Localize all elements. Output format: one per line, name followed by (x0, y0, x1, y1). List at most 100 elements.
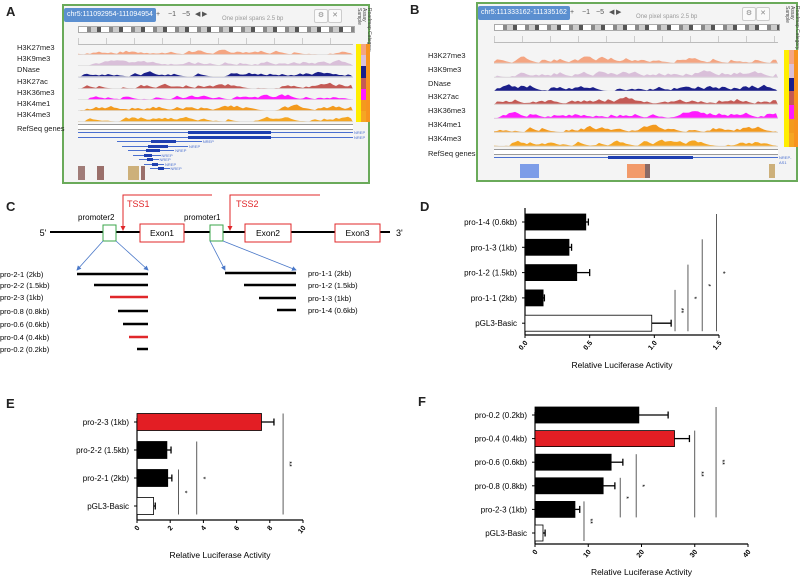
category-label: pro-0.4 (0.4kb) (475, 435, 528, 444)
regulatory-element-block (141, 166, 145, 180)
bar (534, 501, 576, 518)
nav-button[interactable]: + (570, 9, 575, 16)
band-bar (78, 124, 353, 131)
tss-arrow (229, 194, 320, 228)
nav-button[interactable]: ▶ (202, 11, 208, 18)
signal-track (494, 97, 778, 106)
coordinate-ruler (494, 36, 778, 43)
signal-area (494, 97, 778, 106)
locus-field[interactable]: chr5:111333162-111335162 (478, 6, 570, 20)
genes-track-label: RefSeq genes (428, 148, 476, 158)
signal-track (494, 83, 778, 92)
nav-button[interactable]: ◀ (195, 11, 201, 18)
construct-label: pro-1-2 (1.5kb) (308, 281, 358, 290)
sample-color-cell (356, 44, 361, 56)
assay-color-cell (789, 63, 794, 78)
category-label: pro-0.2 (0.2kb) (475, 411, 528, 420)
gene-name: NREP (189, 143, 201, 149)
category-color-cell (794, 119, 798, 133)
gene-model (144, 162, 164, 166)
bar (136, 469, 169, 487)
expansion-arrow (76, 240, 104, 271)
construct-label: pro-0.8 (0.8kb) (0, 307, 50, 316)
exon-label: Exon1 (150, 228, 174, 238)
locus-field[interactable]: chr5:111092954-111094954 (64, 8, 156, 22)
nav-button[interactable]: + (156, 11, 161, 18)
settings-button[interactable]: ⚙ (314, 9, 328, 23)
significance-label: * (718, 271, 725, 274)
resolution-text: One pixel spans 2.5 bp (636, 14, 698, 20)
x-tick-label: 20 (636, 549, 646, 560)
signal-track (78, 104, 353, 112)
gene-name: NREP (354, 134, 366, 140)
nav-button[interactable]: −5 (182, 11, 190, 18)
close-button[interactable]: ✕ (328, 9, 342, 23)
x-tick-label: 6 (233, 525, 241, 533)
significance-label: * (638, 484, 645, 487)
x-tick-label: 1.5 (712, 340, 724, 352)
category-color-cell (794, 50, 798, 64)
nav-button[interactable]: ◀ (609, 9, 615, 16)
assay-color-cell (789, 105, 794, 119)
gene-exon (188, 131, 271, 135)
nav-button[interactable]: −5 (596, 9, 604, 16)
category-color-cell (366, 100, 370, 112)
construct-label: pro-0.4 (0.4kb) (0, 333, 50, 342)
signal-track (78, 49, 353, 56)
x-tick-label: 2 (167, 525, 175, 533)
signal-area (494, 56, 778, 64)
gene-name: NREP (159, 157, 171, 163)
tss-arrowhead (120, 226, 126, 231)
signal-area (87, 60, 353, 67)
close-button[interactable]: ✕ (756, 7, 770, 21)
settings-button[interactable]: ⚙ (742, 7, 756, 21)
signal-area (494, 139, 778, 147)
x-axis-label: Relative Luciferase Activity (591, 567, 693, 577)
construct-label: pro-2-1 (2kb) (0, 270, 44, 279)
five-prime-label: 5' (40, 228, 47, 238)
nav-button[interactable]: −1 (582, 9, 590, 16)
x-tick-label: 0 (134, 525, 142, 533)
sample-color-cell (356, 100, 361, 112)
assay-color-cell (789, 77, 794, 92)
regulatory-element-block (627, 164, 648, 178)
regulatory-element-block (769, 164, 776, 178)
sample-color-cell (784, 77, 789, 92)
x-tick-label: 10 (297, 525, 307, 536)
x-axis-label: Relative Luciferase Activity (571, 360, 673, 370)
signal-track (494, 139, 778, 147)
assay-color-cell (789, 50, 794, 64)
side-column-label: Roadmap Category (794, 6, 800, 50)
nav-button[interactable]: ▶ (616, 9, 622, 16)
category-color-cell (366, 111, 370, 123)
gene-model (494, 155, 778, 159)
signal-track (78, 82, 353, 89)
chart-e: pro-2-3 (1kb) pro-2-2 (1.5kb) pro-2-1 (2kb… (76, 413, 308, 560)
gene-name: NREP-AS1 (779, 154, 792, 165)
gene-name: NREP (175, 148, 187, 154)
regulatory-element-block (78, 166, 85, 180)
category-label: pro-0.8 (0.8kb) (475, 482, 528, 491)
resolution-text: One pixel spans 2.5 bp (222, 16, 284, 22)
panel-label-c: C (6, 199, 16, 214)
significance-label: * (199, 477, 206, 480)
signal-area (78, 82, 353, 89)
bar (524, 213, 587, 231)
chromosome-ideogram (78, 26, 355, 33)
nav-button[interactable]: −1 (168, 11, 176, 18)
side-column-label: Sample (356, 8, 362, 25)
gene-name: NREP (354, 130, 366, 136)
bar (534, 430, 675, 447)
gene-exon (607, 155, 693, 159)
assay-color-cell (789, 132, 794, 147)
gene-model (127, 149, 175, 153)
regulatory-element-block (519, 164, 540, 178)
exon-label: Exon3 (345, 228, 369, 238)
expansion-arrow (115, 240, 149, 271)
gene-name: NREP (165, 161, 177, 167)
assay-color-cell (361, 44, 366, 56)
bar (136, 413, 262, 431)
construct-label: pro-1-1 (2kb) (308, 269, 352, 278)
assay-color-cell (361, 111, 366, 123)
